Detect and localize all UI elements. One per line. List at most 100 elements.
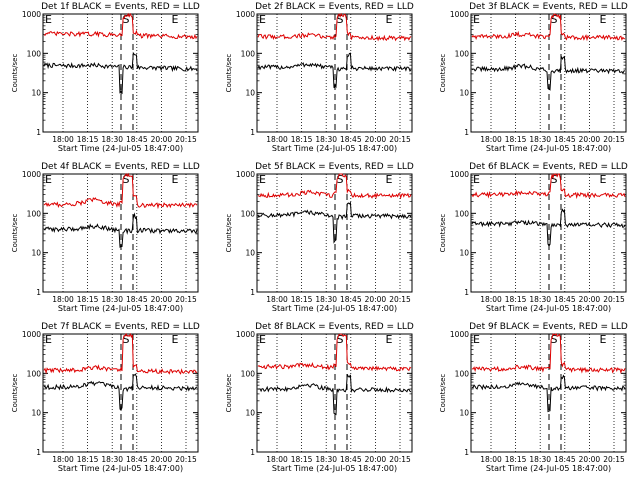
chart-title: Det 9f BLACK = Events, RED = LLD bbox=[469, 322, 628, 332]
y-tick-label: 1000 bbox=[22, 170, 41, 179]
y-tick-label: 10 bbox=[245, 89, 255, 98]
x-tick-label: 20:15 bbox=[175, 455, 197, 464]
y-tick-label: 100 bbox=[27, 49, 42, 58]
x-tick-label: 18:15 bbox=[505, 455, 527, 464]
series-line-events bbox=[471, 208, 626, 248]
chart-panel-2: Det 2f BLACK = Events, RED = LLD 1 10 100 10… bbox=[225, 2, 414, 153]
marker-E-left: E bbox=[259, 333, 266, 346]
marker-E: E bbox=[600, 13, 607, 26]
series-line-events bbox=[471, 55, 626, 91]
series-line-lld bbox=[43, 332, 198, 375]
y-tick-label: 100 bbox=[455, 369, 470, 378]
marker-E: E bbox=[172, 333, 179, 346]
x-tick-label: 18:30 bbox=[529, 295, 551, 304]
x-axis-label: Start Time (24-Jul-05 18:47:00) bbox=[58, 464, 183, 473]
chart-panel-9: Det 9f BLACK = Events, RED = LLD 1 10 100 10… bbox=[439, 322, 628, 473]
x-tick-label: 20:00 bbox=[151, 455, 173, 464]
x-tick-label: 18:30 bbox=[529, 455, 551, 464]
y-tick-label: 1 bbox=[36, 128, 41, 137]
y-tick-label: 1 bbox=[464, 128, 469, 137]
marker-S: S bbox=[337, 333, 344, 346]
x-tick-label: 18:00 bbox=[266, 455, 288, 464]
x-axis-label: Start Time (24-Jul-05 18:47:00) bbox=[58, 144, 183, 153]
y-axis-label: Counts/sec bbox=[225, 54, 233, 93]
y-tick-label: 1 bbox=[464, 448, 469, 457]
series-line-events bbox=[43, 373, 198, 412]
x-tick-label: 18:45 bbox=[554, 455, 576, 464]
x-tick-label: 20:00 bbox=[579, 135, 601, 144]
x-tick-label: 18:45 bbox=[126, 135, 148, 144]
marker-E: E bbox=[172, 173, 179, 186]
y-tick-label: 100 bbox=[241, 49, 256, 58]
y-axis-label: Counts/sec bbox=[11, 214, 19, 253]
chart-title: Det 3f BLACK = Events, RED = LLD bbox=[469, 2, 628, 12]
y-tick-label: 10 bbox=[245, 409, 255, 418]
y-tick-label: 100 bbox=[27, 209, 42, 218]
y-tick-label: 100 bbox=[241, 369, 256, 378]
marker-E: E bbox=[386, 173, 393, 186]
panels-container: Det 1f BLACK = Events, RED = LLD 1 10 100 10… bbox=[11, 2, 628, 473]
y-tick-label: 10 bbox=[459, 409, 469, 418]
marker-E-left: E bbox=[45, 333, 52, 346]
series-line-lld bbox=[257, 333, 412, 372]
y-tick-label: 100 bbox=[455, 209, 470, 218]
x-tick-label: 18:15 bbox=[291, 455, 313, 464]
x-tick-label: 18:30 bbox=[101, 455, 123, 464]
y-axis-label: Counts/sec bbox=[225, 214, 233, 253]
y-tick-label: 1000 bbox=[450, 10, 469, 19]
chart-panel-4: Det 4f BLACK = Events, RED = LLD 1 10 100 10… bbox=[11, 162, 200, 313]
y-tick-label: 10 bbox=[245, 249, 255, 258]
y-tick-label: 1 bbox=[250, 128, 255, 137]
x-tick-label: 18:00 bbox=[52, 455, 74, 464]
marker-E: E bbox=[386, 13, 393, 26]
x-tick-label: 20:00 bbox=[365, 295, 387, 304]
y-tick-label: 1000 bbox=[450, 170, 469, 179]
y-tick-label: 10 bbox=[459, 249, 469, 258]
y-tick-label: 1000 bbox=[22, 330, 41, 339]
y-tick-label: 1000 bbox=[236, 10, 255, 19]
y-axis-label: Counts/sec bbox=[225, 374, 233, 413]
series-line-events bbox=[257, 201, 412, 244]
marker-S: S bbox=[337, 13, 344, 26]
chart-title: Det 6f BLACK = Events, RED = LLD bbox=[469, 162, 628, 172]
chart-title: Det 2f BLACK = Events, RED = LLD bbox=[255, 2, 414, 12]
x-tick-label: 18:30 bbox=[315, 295, 337, 304]
y-tick-label: 1 bbox=[250, 448, 255, 457]
x-tick-label: 18:45 bbox=[340, 455, 362, 464]
x-tick-label: 20:00 bbox=[365, 135, 387, 144]
chart-title: Det 5f BLACK = Events, RED = LLD bbox=[255, 162, 414, 172]
y-tick-label: 1000 bbox=[450, 330, 469, 339]
marker-E: E bbox=[172, 13, 179, 26]
x-tick-label: 18:30 bbox=[529, 135, 551, 144]
marker-S: S bbox=[551, 333, 558, 346]
marker-E-left: E bbox=[473, 333, 480, 346]
x-tick-label: 18:00 bbox=[266, 135, 288, 144]
y-tick-label: 1 bbox=[36, 448, 41, 457]
y-tick-label: 1 bbox=[464, 288, 469, 297]
x-axis-label: Start Time (24-Jul-05 18:47:00) bbox=[272, 144, 397, 153]
x-axis-label: Start Time (24-Jul-05 18:47:00) bbox=[486, 464, 611, 473]
x-tick-label: 20:15 bbox=[389, 135, 411, 144]
x-tick-label: 18:30 bbox=[315, 455, 337, 464]
y-tick-label: 10 bbox=[31, 89, 41, 98]
marker-E-left: E bbox=[45, 13, 52, 26]
x-tick-label: 18:15 bbox=[505, 295, 527, 304]
x-axis-label: Start Time (24-Jul-05 18:47:00) bbox=[272, 304, 397, 313]
x-tick-label: 18:15 bbox=[77, 455, 99, 464]
series-line-lld bbox=[43, 172, 198, 210]
marker-E-left: E bbox=[259, 13, 266, 26]
marker-E: E bbox=[600, 333, 607, 346]
y-tick-label: 10 bbox=[31, 409, 41, 418]
y-tick-label: 10 bbox=[459, 89, 469, 98]
y-tick-label: 1 bbox=[36, 288, 41, 297]
marker-S: S bbox=[123, 333, 130, 346]
x-tick-label: 18:45 bbox=[126, 455, 148, 464]
y-axis-label: Counts/sec bbox=[439, 54, 447, 93]
x-tick-label: 18:15 bbox=[77, 295, 99, 304]
y-axis-label: Counts/sec bbox=[439, 214, 447, 253]
y-axis-label: Counts/sec bbox=[11, 374, 19, 413]
chart-title: Det 1f BLACK = Events, RED = LLD bbox=[41, 2, 200, 12]
x-tick-label: 18:45 bbox=[340, 295, 362, 304]
